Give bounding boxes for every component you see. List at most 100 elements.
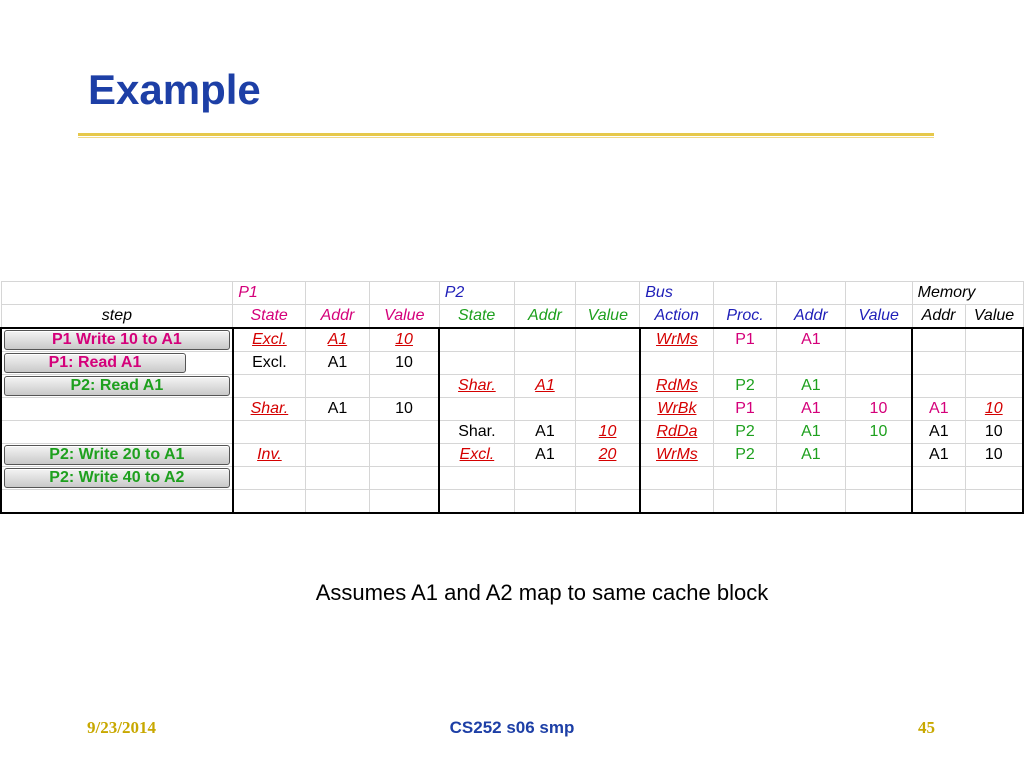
bus-proc-cell: P2 bbox=[713, 443, 777, 467]
mem-addr-cell bbox=[911, 374, 966, 398]
step-cell: P1: Read A1 bbox=[0, 351, 234, 375]
table-row: P1: Read A1 Excl. A1 10 bbox=[0, 351, 1024, 375]
group-header-p2: P2 bbox=[438, 281, 515, 305]
p2-addr-cell bbox=[513, 466, 577, 490]
bus-proc-cell: P2 bbox=[713, 420, 777, 444]
step-button-p2-write-40-a2[interactable]: P2: Write 40 to A2 bbox=[4, 468, 230, 488]
header-p2-addr: Addr bbox=[513, 304, 577, 329]
p1-value-cell: 10 bbox=[368, 327, 441, 352]
mem-value-cell: 10 bbox=[964, 443, 1024, 467]
table-cell bbox=[775, 281, 846, 305]
p2-value-cell bbox=[575, 489, 641, 514]
p2-addr-cell bbox=[513, 489, 577, 514]
p1-value-cell bbox=[368, 443, 441, 467]
p1-state-cell: Shar. bbox=[232, 397, 307, 421]
p1-state-cell: Excl. bbox=[232, 327, 307, 352]
p2-state-cell bbox=[438, 327, 515, 352]
mem-value-cell: 10 bbox=[964, 420, 1024, 444]
p1-addr-cell bbox=[305, 420, 370, 444]
table-row: P1 Write 10 to A1 Excl. A1 10 WrMs P1 A1 bbox=[0, 327, 1024, 352]
step-cell bbox=[0, 397, 234, 421]
table-cell bbox=[713, 281, 777, 305]
p1-value-cell bbox=[368, 374, 441, 398]
group-header-memory: Memory bbox=[911, 281, 1024, 305]
mem-addr-cell: A1 bbox=[911, 397, 966, 421]
table-group-header-row: P1 P2 Bus Memory bbox=[0, 281, 1024, 305]
step-cell: P1 Write 10 to A1 bbox=[0, 327, 234, 352]
mem-value-cell bbox=[964, 351, 1024, 375]
bus-value-cell bbox=[844, 489, 914, 514]
table-row: P2: Write 20 to A1 Inv. Excl. A1 20 WrMs… bbox=[0, 443, 1024, 467]
group-header-bus: Bus bbox=[639, 281, 715, 305]
p2-addr-cell bbox=[513, 327, 577, 352]
step-button-p2-write-20-a1[interactable]: P2: Write 20 to A1 bbox=[4, 445, 230, 465]
header-bus-value: Value bbox=[844, 304, 913, 329]
step-button-p1-read-a1[interactable]: P1: Read A1 bbox=[4, 353, 186, 373]
footer-page-number: 45 bbox=[918, 718, 935, 737]
title-divider-thin bbox=[78, 137, 934, 138]
p1-value-cell bbox=[368, 489, 441, 514]
p1-state-cell bbox=[232, 374, 307, 398]
p1-addr-cell bbox=[305, 443, 370, 467]
bus-action-cell: WrMs bbox=[639, 443, 715, 467]
mem-value-cell bbox=[964, 466, 1024, 490]
mem-value-cell bbox=[964, 327, 1024, 352]
p1-value-cell: 10 bbox=[368, 351, 441, 375]
bus-addr-cell: A1 bbox=[775, 443, 846, 467]
step-cell bbox=[0, 489, 234, 514]
bus-addr-cell: A1 bbox=[775, 327, 846, 352]
bus-addr-cell bbox=[775, 351, 846, 375]
step-cell bbox=[0, 420, 234, 444]
bus-proc-cell: P1 bbox=[713, 327, 777, 352]
bus-value-cell bbox=[844, 374, 914, 398]
bus-addr-cell bbox=[775, 466, 846, 490]
p2-value-cell bbox=[575, 351, 641, 375]
table-cell bbox=[0, 281, 234, 305]
slide-title: Example bbox=[88, 66, 261, 113]
table-cell bbox=[305, 281, 370, 305]
slide-note: Assumes A1 and A2 map to same cache bloc… bbox=[315, 580, 769, 605]
group-header-p1: P1 bbox=[232, 281, 307, 305]
mem-value-cell bbox=[964, 489, 1024, 514]
p1-state-cell bbox=[232, 420, 307, 444]
p1-value-cell bbox=[368, 420, 441, 444]
header-p1-addr: Addr bbox=[305, 304, 370, 329]
bus-value-cell bbox=[844, 466, 914, 490]
p2-value-cell bbox=[575, 327, 641, 352]
step-button-p1-write-10-a1[interactable]: P1 Write 10 to A1 bbox=[4, 330, 230, 350]
p1-state-cell bbox=[232, 489, 307, 514]
p2-value-cell: 20 bbox=[575, 443, 641, 467]
p2-state-cell: Shar. bbox=[438, 420, 515, 444]
p1-addr-cell bbox=[305, 489, 370, 514]
bus-action-cell: RdDa bbox=[639, 420, 715, 444]
bus-addr-cell: A1 bbox=[775, 420, 846, 444]
p2-addr-cell bbox=[513, 351, 577, 375]
p2-state-cell bbox=[438, 397, 515, 421]
p1-addr-cell: A1 bbox=[305, 397, 370, 421]
p1-value-cell: 10 bbox=[368, 397, 441, 421]
table-row: Shar. A1 10 WrBk P1 A1 10 A1 10 bbox=[0, 397, 1024, 421]
p2-addr-cell: A1 bbox=[513, 374, 577, 398]
bus-addr-cell bbox=[775, 489, 846, 514]
table-cell bbox=[575, 281, 641, 305]
step-button-p2-read-a1[interactable]: P2: Read A1 bbox=[4, 376, 230, 396]
p2-value-cell bbox=[575, 374, 641, 398]
bus-addr-cell: A1 bbox=[775, 374, 846, 398]
mem-addr-cell: A1 bbox=[911, 420, 966, 444]
mem-addr-cell bbox=[911, 489, 966, 514]
bus-proc-cell bbox=[713, 351, 777, 375]
table-row: Shar. A1 10 RdDa P2 A1 10 A1 10 bbox=[0, 420, 1024, 444]
p1-addr-cell: A1 bbox=[305, 351, 370, 375]
mem-addr-cell bbox=[911, 466, 966, 490]
bus-addr-cell: A1 bbox=[775, 397, 846, 421]
p1-state-cell: Inv. bbox=[232, 443, 307, 467]
p2-addr-cell bbox=[513, 397, 577, 421]
p1-addr-cell bbox=[305, 374, 370, 398]
table-cell bbox=[844, 281, 913, 305]
bus-action-cell: RdMs bbox=[639, 374, 715, 398]
header-p1-value: Value bbox=[368, 304, 440, 329]
bus-action-cell: WrBk bbox=[639, 397, 715, 421]
mem-addr-cell bbox=[911, 327, 966, 352]
p2-value-cell bbox=[575, 466, 641, 490]
mem-addr-cell: A1 bbox=[911, 443, 966, 467]
